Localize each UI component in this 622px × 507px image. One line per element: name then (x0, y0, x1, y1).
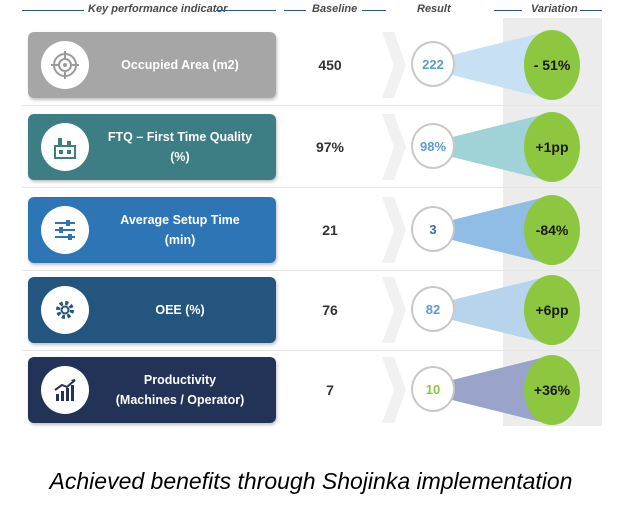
kpi-box: OEE (%) (28, 277, 276, 343)
kpi-label-line1: Productivity (143, 373, 217, 387)
kpi-box: Average Setup Time (min) (28, 197, 276, 263)
kpi-label: Productivity (Machines / Operator) (90, 357, 270, 423)
chevron-arrow-icon (382, 357, 406, 423)
sliders-icon (41, 206, 89, 254)
kpi-row: Productivity (Machines / Operator) 7 10 … (0, 355, 622, 425)
kpi-label: Occupied Area (m2) (90, 32, 270, 98)
baseline-value: 76 (322, 302, 338, 318)
kpi-box: Occupied Area (m2) (28, 32, 276, 98)
header-rule (362, 10, 386, 11)
variation-value: +1pp (524, 112, 580, 182)
result-value: 98% (411, 123, 455, 169)
funnel-connector (432, 357, 545, 423)
kpi-row: Occupied Area (m2) 450 222 - 51% (0, 30, 622, 100)
row-divider (22, 350, 602, 351)
kpi-label-line1: OEE (%) (155, 303, 205, 317)
kpi-row: Average Setup Time (min) 21 3 -84% (0, 195, 622, 265)
row-divider (22, 187, 602, 188)
variation-value: - 51% (524, 30, 580, 100)
header-rule (216, 10, 276, 11)
header-baseline: Baseline (312, 3, 358, 15)
result-value: 3 (411, 206, 455, 252)
baseline-value: 450 (318, 57, 342, 73)
kpi-label-line2: (min) (164, 233, 196, 247)
row-divider (22, 105, 602, 106)
kpi-label: Average Setup Time (min) (90, 197, 270, 263)
header-rule (284, 10, 306, 11)
kpi-label-line1: Average Setup Time (120, 213, 240, 227)
baseline-value: 97% (315, 139, 345, 155)
variation-value: +6pp (524, 275, 580, 345)
baseline-value: 7 (326, 382, 334, 398)
kpi-row: FTQ – First Time Quality (%) 97% 98% +1p… (0, 112, 622, 182)
variation-value: -84% (524, 195, 580, 265)
result-value: 222 (411, 41, 455, 87)
growth-chart-icon (41, 366, 89, 414)
chevron-arrow-icon (382, 114, 406, 180)
row-divider (22, 270, 602, 271)
caption: Achieved benefits through Shojinka imple… (49, 468, 573, 494)
kpi-label-line2: (Machines / Operator) (115, 393, 245, 407)
header-result: Result (417, 3, 451, 15)
variation-value: +36% (524, 355, 580, 425)
table-header: Key performance indicator Baseline Resul… (0, 0, 622, 20)
header-rule (22, 10, 84, 11)
kpi-label-line1: FTQ – First Time Quality (107, 130, 253, 144)
kpi-label-line2: (%) (170, 150, 190, 164)
funnel-connector (432, 277, 545, 343)
target-icon (41, 41, 89, 89)
funnel-connector (432, 197, 545, 263)
gears-icon (41, 286, 89, 334)
header-rule (580, 10, 602, 11)
kpi-box: Productivity (Machines / Operator) (28, 357, 276, 423)
funnel-connector (432, 32, 545, 98)
header-variation: Variation (531, 3, 578, 15)
kpi-label: OEE (%) (90, 277, 270, 343)
kpi-label-line1: Occupied Area (m2) (121, 58, 239, 72)
kpi-box: FTQ – First Time Quality (%) (28, 114, 276, 180)
header-kpi: Key performance indicator (88, 3, 228, 15)
kpi-label: FTQ – First Time Quality (%) (90, 114, 270, 180)
result-value: 10 (411, 366, 455, 412)
result-value: 82 (411, 286, 455, 332)
chevron-arrow-icon (382, 32, 406, 98)
factory-icon (41, 123, 89, 171)
header-rule (494, 10, 522, 11)
funnel-connector (432, 114, 545, 180)
kpi-row: OEE (%) 76 82 +6pp (0, 275, 622, 345)
chevron-arrow-icon (382, 197, 406, 263)
baseline-value: 21 (322, 222, 338, 238)
chevron-arrow-icon (382, 277, 406, 343)
